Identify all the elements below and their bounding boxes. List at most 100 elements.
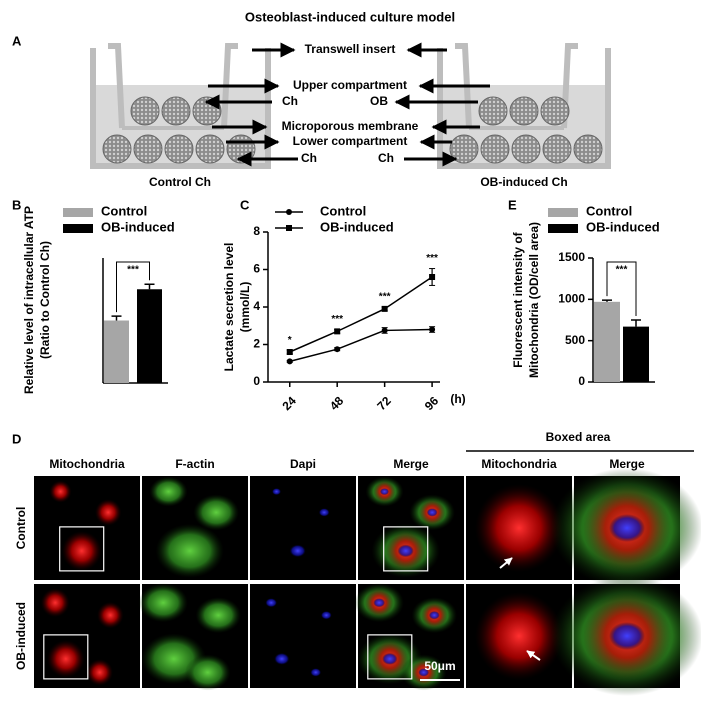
y-axis-label: Relative level of intracellular ATP (22, 206, 36, 394)
panel-label: B (12, 197, 21, 212)
column-header: Mitochondria (49, 457, 125, 471)
legend-swatch (548, 224, 578, 233)
mito (49, 480, 72, 503)
marker (381, 327, 388, 334)
nucleus (609, 622, 645, 650)
column-header: Dapi (290, 457, 316, 471)
diagram-label: Upper compartment (293, 78, 407, 92)
diagram-label: Ch (282, 94, 298, 108)
marker (334, 346, 341, 353)
mito (97, 602, 124, 629)
y-tick-label: 2 (253, 337, 260, 351)
bar (623, 326, 649, 382)
cell (540, 96, 570, 126)
legend-label: Control (320, 203, 366, 218)
pointer-arrow (526, 650, 541, 661)
diagram-label: Ch (301, 151, 317, 165)
significance-bracket (606, 261, 637, 316)
row-label: OB-induced (14, 602, 28, 670)
insert-wall (561, 43, 578, 129)
marker (286, 358, 293, 365)
panel-label: A (12, 33, 22, 48)
nucleus (320, 611, 332, 620)
diagram-label: OB (370, 94, 388, 108)
nucleus (373, 598, 386, 608)
figure-title: Osteoblast-induced culture model (245, 9, 455, 24)
actin (184, 654, 231, 691)
marker (334, 328, 341, 335)
column-header: F-actin (175, 457, 214, 471)
legend-marker (286, 209, 292, 215)
nucleus (265, 598, 278, 608)
legend-label: OB-induced (586, 219, 660, 234)
y-tick-label: 8 (253, 224, 260, 238)
mito (475, 592, 563, 680)
well-label: OB-induced Ch (480, 175, 567, 189)
nucleus (428, 611, 440, 620)
panel-label: E (508, 197, 517, 212)
micrograph (250, 476, 356, 580)
significance: *** (379, 292, 391, 303)
cell (573, 134, 603, 164)
diagram-label: Transwell insert (305, 42, 396, 56)
nucleus (310, 668, 322, 677)
nucleus (380, 488, 389, 496)
nucleus (609, 514, 645, 542)
panel-label: D (12, 431, 21, 446)
well-wall (90, 48, 271, 169)
marker (286, 349, 293, 355)
well-wall (437, 48, 611, 169)
y-axis-label: Fluorescent intensity of (511, 231, 525, 367)
y-tick-label: 0 (253, 374, 260, 388)
mito (475, 484, 563, 572)
significance: *** (127, 265, 139, 276)
cell (161, 96, 191, 126)
insert-wall (108, 43, 125, 129)
y-tick-label: 500 (565, 333, 585, 347)
row-label: Control (14, 507, 28, 550)
line (289, 328, 433, 363)
column-header: Mitochondria (481, 457, 557, 471)
actin (149, 476, 188, 507)
actin (155, 523, 224, 578)
actin (195, 597, 242, 634)
x-tick-label: 48 (327, 394, 347, 414)
y-tick-label: 1500 (558, 250, 585, 264)
box-outline (59, 526, 105, 572)
y-tick-label: 1000 (558, 292, 585, 306)
bar (594, 301, 620, 382)
well-label: Control Ch (149, 175, 211, 189)
cell (102, 134, 132, 164)
mito (61, 531, 102, 571)
nucleus (418, 668, 430, 677)
cell (509, 96, 539, 126)
legend-label: Control (101, 203, 147, 218)
column-header: Merge (393, 457, 429, 471)
nucleus (397, 544, 414, 558)
legend-swatch (63, 224, 93, 233)
legend-swatch (63, 208, 93, 217)
diagram-label: Ch (378, 151, 394, 165)
significance-bracket (116, 261, 150, 313)
marker (429, 274, 436, 280)
cell (133, 134, 163, 164)
column-header: Merge (609, 457, 645, 471)
nucleus (272, 488, 281, 496)
actin (193, 494, 239, 531)
x-tick-label: 72 (374, 394, 394, 414)
x-tick-label: 96 (422, 394, 442, 414)
actin (138, 583, 188, 623)
cell (511, 134, 541, 164)
mito (86, 659, 113, 686)
y-axis-label: Lactate secretion level (222, 243, 236, 372)
box-outline (367, 634, 413, 680)
x-tick-label: 24 (279, 394, 299, 414)
cell (130, 96, 160, 126)
pointer-arrow (499, 557, 513, 569)
legend-label: OB-induced (320, 219, 394, 234)
box-outline (43, 634, 89, 680)
mito (40, 588, 70, 618)
